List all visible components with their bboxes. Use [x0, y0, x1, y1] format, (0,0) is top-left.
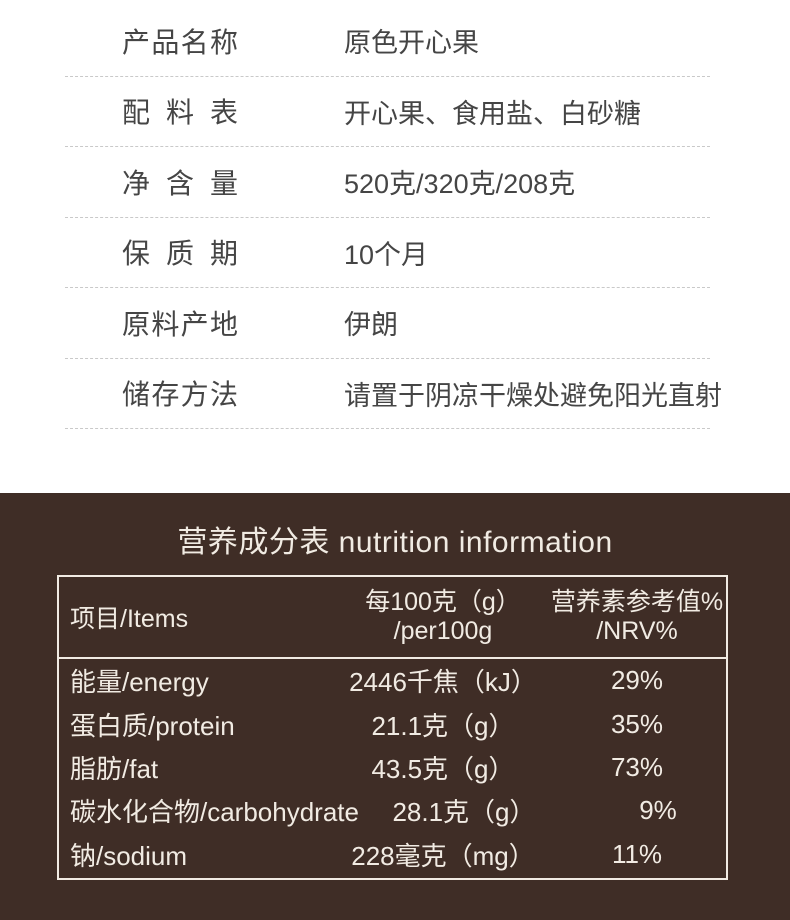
nutrition-row-sodium: 钠/sodium 228毫克（mg） 11%: [59, 833, 726, 876]
nutrient-amount: 21.1克（g）: [371, 710, 515, 741]
spec-label: 产品名称: [122, 26, 238, 58]
header-per100g-line2: /per100g: [393, 617, 493, 645]
spec-row-product-name: 产品名称 原色开心果: [65, 6, 710, 77]
nutrient-name: 能量/energy: [70, 667, 209, 698]
nutrition-row-carbohydrate: 碳水化合物/carbohydrate 28.1克（g） 9%: [59, 789, 726, 832]
spec-label: 保质期: [122, 238, 238, 270]
header-items: 项目/Items: [70, 605, 189, 633]
nutrient-amount: 2446千焦（kJ）: [349, 667, 537, 698]
spec-label: 净含量: [122, 167, 238, 199]
nutrition-row-protein: 蛋白质/protein 21.1克（g） 35%: [59, 702, 726, 745]
nutrient-nrv: 29%: [610, 665, 664, 696]
nutrient-nrv: 11%: [611, 838, 663, 869]
spec-value: 请置于阴凉干燥处避免阳光直射: [344, 380, 722, 411]
spec-row-storage: 储存方法 请置于阴凉干燥处避免阳光直射: [65, 359, 722, 429]
nutrition-table: 项目/Items 每100克（g） /per100g 营养素参考值% /NRV%…: [57, 575, 728, 880]
nutrition-section: 营养成分表 nutrition information 项目/Items 每10…: [0, 493, 790, 920]
spec-label: 原料产地: [122, 308, 238, 340]
header-per100g: 每100克（g） /per100g: [338, 588, 548, 646]
spec-value: 10个月: [344, 239, 429, 270]
nutrient-name: 蛋白质/protein: [70, 710, 235, 741]
nutrition-row-fat: 脂肪/fat 43.5克（g） 73%: [59, 746, 726, 789]
spec-value: 开心果、食用盐、白砂糖: [344, 98, 641, 129]
spec-row-ingredients: 配料表 开心果、食用盐、白砂糖: [65, 77, 710, 147]
spec-value: 520克/320克/208克: [344, 169, 576, 200]
spec-row-origin: 原料产地 伊朗: [65, 288, 710, 359]
spec-row-shelf-life: 保质期 10个月: [65, 218, 710, 288]
spec-value: 伊朗: [344, 310, 398, 341]
nutrition-title: 营养成分表 nutrition information: [177, 526, 613, 559]
spec-label: 配料表: [122, 97, 238, 129]
spec-label: 储存方法: [122, 379, 238, 411]
nutrient-nrv: 73%: [610, 751, 664, 782]
nutrient-nrv: 9%: [639, 795, 677, 826]
nutrition-row-energy: 能量/energy 2446千焦（kJ） 29%: [59, 659, 726, 702]
nutrient-amount: 28.1克（g）: [392, 797, 536, 828]
header-nrv-line2: /NRV%: [596, 617, 678, 645]
header-per100g-line1: 每100克（g）: [365, 588, 521, 616]
nutrient-amount: 43.5克（g）: [371, 753, 515, 784]
header-nrv: 营养素参考值% /NRV%: [548, 588, 726, 646]
nutrient-amount: 228毫克（mg）: [351, 840, 535, 871]
nutrition-table-body: 能量/energy 2446千焦（kJ） 29% 蛋白质/protein 21.…: [59, 659, 726, 876]
nutrient-name: 钠/sodium: [70, 840, 188, 871]
nutrition-table-header: 项目/Items 每100克（g） /per100g 营养素参考值% /NRV%: [59, 577, 726, 659]
nutrient-name: 脂肪/fat: [70, 753, 159, 784]
nutrient-name: 碳水化合物/carbohydrate: [70, 797, 359, 828]
spec-value: 原色开心果: [344, 28, 479, 59]
nutrient-nrv: 35%: [610, 708, 664, 739]
product-spec-table: 产品名称 原色开心果 配料表 开心果、食用盐、白砂糖 净含量 520克/320克…: [65, 0, 722, 429]
header-nrv-line1: 营养素参考值%: [550, 588, 724, 616]
spec-row-net-weight: 净含量 520克/320克/208克: [65, 147, 710, 218]
